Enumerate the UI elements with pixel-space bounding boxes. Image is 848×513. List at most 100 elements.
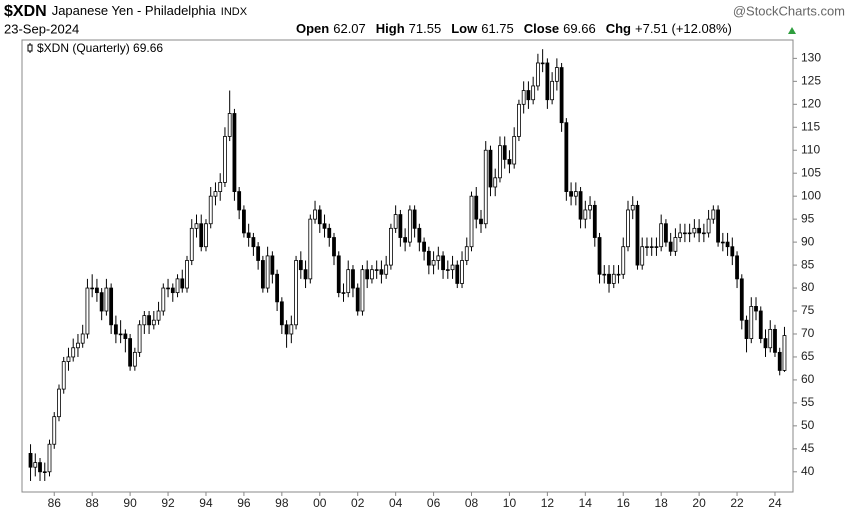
candle [289, 315, 294, 344]
candle [583, 200, 588, 229]
candle [649, 237, 654, 256]
x-tick-label: 88 [85, 496, 99, 510]
candle [474, 186, 479, 229]
candle [213, 182, 218, 206]
candle [507, 150, 512, 174]
candle-body [569, 191, 573, 197]
candle [199, 214, 204, 252]
candle [502, 136, 507, 169]
candle [517, 99, 521, 142]
candle [341, 283, 346, 302]
candle [242, 205, 246, 238]
candle-body [758, 310, 763, 339]
candle-body [649, 246, 654, 248]
candle-body [303, 269, 308, 280]
candle-body [583, 209, 588, 220]
candle [412, 205, 417, 238]
candle-body [701, 232, 706, 235]
quote-value: 61.75 [481, 21, 514, 36]
x-tick-label: 90 [123, 496, 137, 510]
y-tick-label: 125 [801, 74, 821, 88]
candle [256, 242, 261, 270]
candle-body [422, 241, 426, 252]
candle-body [535, 62, 540, 87]
candle-body [118, 333, 123, 336]
candle-body [47, 443, 52, 473]
candle-body [616, 273, 621, 276]
candle [393, 205, 398, 233]
candle [483, 141, 488, 229]
candle-body [71, 347, 76, 358]
y-tick-label: 115 [801, 119, 820, 133]
candle-body [132, 351, 137, 367]
candle [123, 329, 128, 353]
candle-body [109, 287, 114, 326]
candle-body [256, 246, 261, 261]
legend-text: $XDN (Quarterly) 69.66 [37, 41, 163, 55]
candle-body [479, 218, 483, 225]
candle-body [322, 223, 327, 229]
candle [682, 223, 687, 243]
candle-body [80, 333, 85, 344]
candle [308, 214, 313, 284]
candle [57, 384, 61, 422]
candle [142, 311, 147, 334]
legend: $XDN (Quarterly) 69.66 [27, 41, 163, 55]
candle-body [540, 62, 545, 65]
candle-body [180, 278, 185, 289]
candle [692, 219, 697, 238]
candle-body [464, 246, 469, 261]
candle-body [768, 328, 773, 349]
quote-value: 71.55 [409, 21, 442, 36]
candle-body [531, 85, 536, 101]
candle-body [426, 250, 431, 266]
x-tick-label: 02 [351, 496, 365, 510]
x-tick-label: 18 [655, 496, 669, 510]
candle-body [554, 67, 559, 82]
candle-body [654, 246, 659, 248]
x-tick-label: 16 [617, 496, 631, 510]
candle-body [389, 227, 393, 266]
candle-body [232, 113, 237, 192]
candle-body [630, 204, 635, 211]
candle-body [289, 324, 294, 335]
candle-body [199, 223, 204, 248]
candle-body [189, 227, 194, 261]
symbol: $XDN [4, 3, 47, 20]
x-tick-label: 00 [313, 496, 327, 510]
candle-body [483, 149, 488, 225]
plot-frame [21, 39, 794, 493]
candle-body [104, 287, 109, 312]
candle [621, 237, 626, 279]
candle-body [474, 195, 479, 220]
candle-body [57, 388, 61, 418]
candle [540, 49, 545, 73]
candle [464, 237, 469, 266]
candle [313, 200, 317, 224]
candle-body [161, 287, 166, 312]
candle-body [85, 287, 90, 335]
candle [659, 214, 664, 252]
candle-body [28, 453, 33, 468]
candle [597, 232, 602, 284]
candle [99, 288, 104, 321]
candle [630, 196, 635, 220]
candle [374, 260, 379, 279]
candle [185, 255, 189, 293]
candle-body [678, 232, 683, 238]
candle-body [545, 62, 550, 101]
candle [332, 232, 336, 266]
candle-body [341, 292, 346, 294]
candle [28, 444, 33, 481]
candle-body [185, 260, 189, 289]
candle [132, 347, 137, 371]
candle-body [564, 122, 569, 192]
x-tick-label: 04 [389, 496, 403, 510]
candle [180, 269, 185, 293]
candle [479, 209, 483, 233]
candle [237, 186, 242, 220]
candle [417, 223, 422, 252]
candle [52, 412, 57, 449]
candle [204, 219, 208, 252]
candle [407, 205, 412, 247]
